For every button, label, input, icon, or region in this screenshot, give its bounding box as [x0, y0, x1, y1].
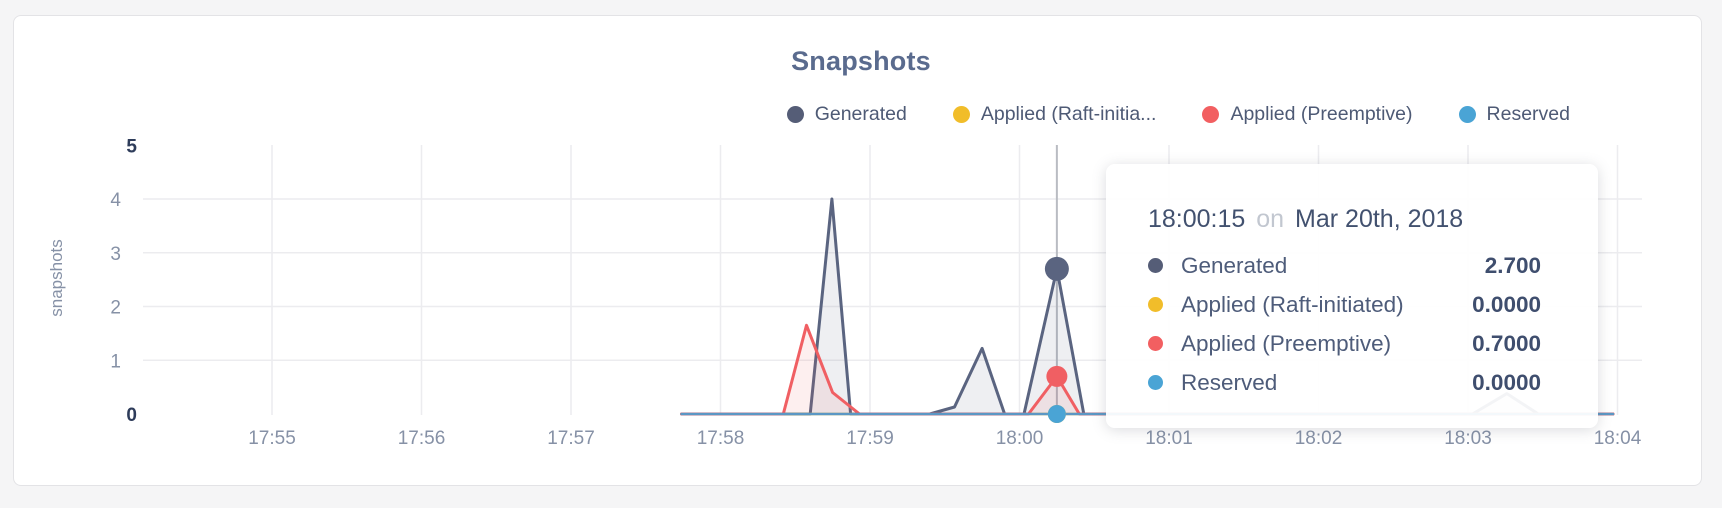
tooltip-row-value: 0.7000	[1472, 330, 1541, 356]
y-tick-label: 3	[110, 244, 121, 265]
x-tick-label: 17:57	[547, 428, 595, 449]
tooltip-rows: Generated 2.700 Applied (Raft-initiated) 0.…	[1148, 246, 1541, 402]
tooltip-on: on	[1256, 205, 1285, 233]
hover-marker-generated	[1044, 256, 1069, 281]
hover-tooltip: 18:00:15 on Mar 20th, 2018 Generated 2.70…	[1106, 164, 1598, 428]
legend-item-label: Generated	[814, 102, 907, 125]
x-tick-label: 18:02	[1295, 428, 1343, 449]
hover-marker-applied-preemptive	[1046, 365, 1068, 387]
tooltip-row-label: Generated	[1181, 252, 1288, 278]
hover-marker-reserved	[1047, 405, 1066, 423]
tooltip-row-dot-icon	[1148, 336, 1163, 351]
tooltip-row-value: 0.0000	[1472, 291, 1541, 317]
x-tick-label: 18:00	[996, 428, 1044, 449]
y-tick-label: 5	[126, 136, 137, 157]
x-tick-label: 18:04	[1594, 428, 1642, 449]
legend-item-applied-raft-initia[interactable]: Applied (Raft-initia...	[952, 102, 1157, 126]
tooltip-row-dot-icon	[1148, 375, 1163, 390]
x-tick-label: 18:01	[1145, 428, 1193, 449]
tooltip-row: Applied (Raft-initiated) 0.0000	[1148, 285, 1541, 324]
tooltip-row-value: 2.700	[1484, 252, 1541, 278]
tooltip-row-dot-icon	[1148, 258, 1163, 273]
legend-dot-icon	[1202, 105, 1220, 123]
tooltip-row-value: 0.0000	[1472, 369, 1541, 395]
legend-item-reserved[interactable]: Reserved	[1458, 102, 1570, 126]
tooltip-row: Reserved 0.0000	[1148, 363, 1541, 402]
x-tick-label: 17:58	[697, 428, 745, 449]
legend-dot-icon	[1458, 105, 1476, 123]
y-tick-label: 4	[110, 190, 121, 211]
legend-item-applied-preemptive[interactable]: Applied (Preemptive)	[1202, 102, 1413, 126]
tooltip-row-label: Reserved	[1181, 369, 1278, 395]
legend-item-label: Applied (Preemptive)	[1230, 102, 1413, 125]
x-tick-label: 17:59	[846, 428, 894, 449]
tooltip-row-label: Applied (Preemptive)	[1181, 330, 1392, 356]
legend-item-label: Applied (Raft-initia...	[980, 102, 1157, 125]
y-tick-label: 2	[110, 298, 121, 319]
legend-item-label: Reserved	[1486, 102, 1570, 125]
tooltip-row: Applied (Preemptive) 0.7000	[1148, 324, 1541, 363]
tooltip-row-label: Applied (Raft-initiated)	[1181, 291, 1404, 317]
tooltip-row: Generated 2.700	[1148, 246, 1541, 285]
legend-dot-icon	[952, 105, 970, 123]
legend-item-generated[interactable]: Generated	[786, 102, 907, 126]
y-tick-label: 0	[126, 405, 137, 426]
x-tick-label: 17:56	[398, 428, 446, 449]
legend: Generated Applied (Raft-initia... Applied …	[786, 100, 1570, 128]
chart-title: Snapshots	[791, 46, 931, 76]
x-tick-label: 18:03	[1444, 428, 1492, 449]
tooltip-date: Mar 20th, 2018	[1295, 205, 1464, 233]
legend-dot-icon	[786, 105, 804, 123]
tooltip-row-dot-icon	[1148, 297, 1163, 312]
tooltip-header: 18:00:15 on Mar 20th, 2018	[1148, 204, 1541, 234]
y-tick-label: 1	[110, 351, 121, 372]
x-tick-label: 17:55	[248, 428, 296, 449]
tooltip-time: 18:00:15	[1148, 205, 1246, 233]
y-axis-title: snapshots	[47, 239, 66, 317]
